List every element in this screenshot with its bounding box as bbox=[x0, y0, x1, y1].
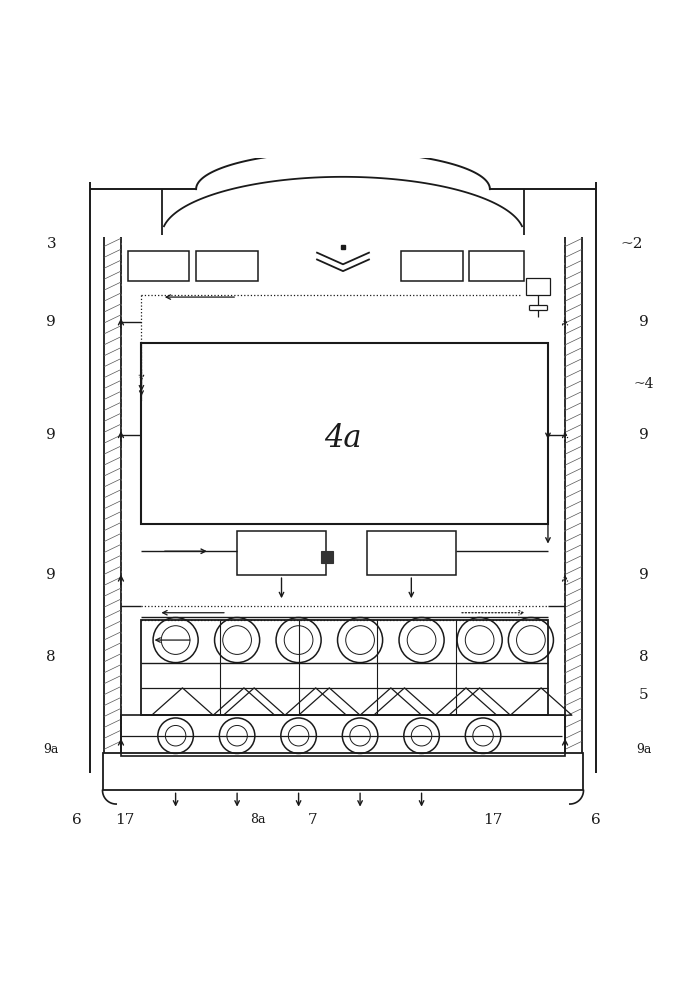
Text: 17: 17 bbox=[484, 813, 503, 827]
Text: ~2: ~2 bbox=[621, 237, 643, 251]
Bar bbox=[237, 531, 326, 575]
Bar bbox=[121, 715, 565, 756]
Bar bbox=[469, 251, 524, 281]
Text: 9: 9 bbox=[47, 428, 56, 442]
Bar bbox=[367, 531, 456, 575]
Text: 17: 17 bbox=[115, 813, 134, 827]
Bar bbox=[526, 278, 550, 295]
Text: 9: 9 bbox=[47, 568, 56, 582]
Text: 8: 8 bbox=[639, 650, 648, 664]
Bar bbox=[141, 620, 548, 715]
Bar bbox=[128, 251, 189, 281]
Text: 6: 6 bbox=[591, 813, 601, 827]
Text: ~4: ~4 bbox=[633, 377, 654, 391]
Bar bbox=[401, 251, 462, 281]
Text: 9: 9 bbox=[639, 315, 648, 329]
Bar bbox=[321, 551, 333, 563]
Text: 3: 3 bbox=[47, 237, 56, 251]
Text: 9: 9 bbox=[639, 568, 648, 582]
Text: 9a: 9a bbox=[636, 743, 651, 756]
Bar bbox=[102, 753, 584, 790]
Text: 6: 6 bbox=[71, 813, 82, 827]
Text: 9: 9 bbox=[47, 315, 56, 329]
Text: 5: 5 bbox=[639, 688, 648, 702]
Text: 9: 9 bbox=[639, 428, 648, 442]
Text: 8a: 8a bbox=[250, 813, 265, 826]
Bar bbox=[141, 343, 548, 524]
Text: 9a: 9a bbox=[44, 743, 59, 756]
Text: 4a: 4a bbox=[324, 423, 362, 454]
Text: 8: 8 bbox=[47, 650, 56, 664]
Bar bbox=[196, 251, 258, 281]
Text: 7: 7 bbox=[307, 813, 317, 827]
